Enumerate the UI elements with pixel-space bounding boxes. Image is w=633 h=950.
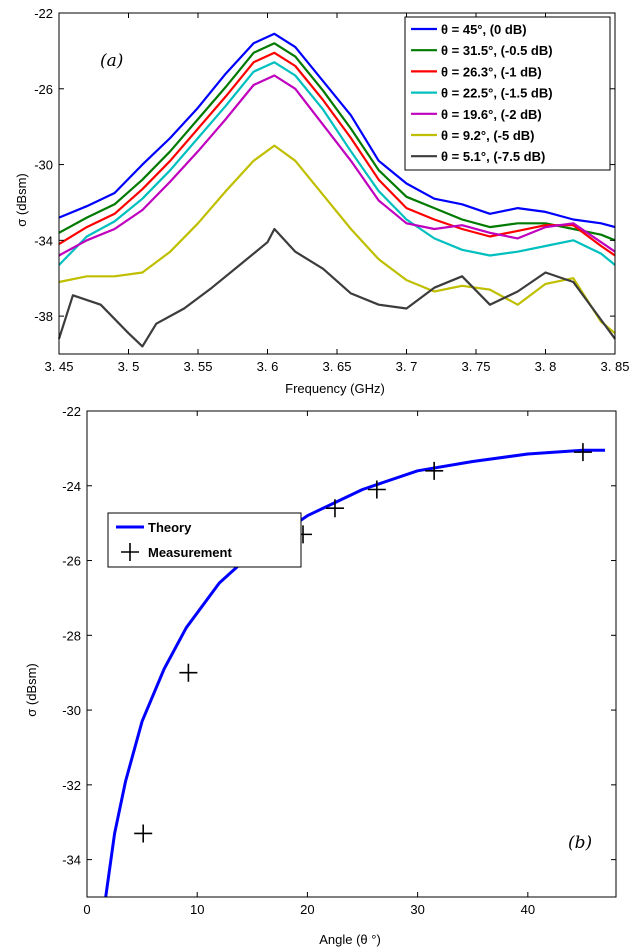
- chart-b-xtick-label-2: 20: [300, 902, 314, 917]
- chart-a-xtick-label-6: 3. 75: [462, 359, 491, 374]
- chart-a-ytick-label-2: -30: [34, 158, 53, 173]
- chart-a-legend-label-1: θ = 31.5°, (-0.5 dB): [441, 43, 553, 58]
- chart-a-legend-label-0: θ = 45°, (0 dB): [441, 22, 527, 37]
- chart-b-panel-label: (b): [568, 833, 592, 853]
- chart-b-ytick-label-4: -30: [62, 703, 81, 718]
- chart-a-series-0-line: [58, 32, 616, 229]
- chart-a-xtick-label-0: 3. 45: [45, 359, 74, 374]
- chart-b-ytick-label-5: -32: [62, 778, 81, 793]
- chart-b-marker-5: [425, 461, 444, 480]
- chart-a-ylabel: σ (dBsm): [14, 173, 29, 227]
- chart-a-panel-label: (a): [100, 51, 123, 71]
- chart-b-marker-1: [179, 663, 198, 682]
- chart-a-series-1-line: [58, 42, 616, 242]
- chart-a-legend: [404, 16, 611, 171]
- chart-a-xtick-label-4: 3. 65: [323, 359, 352, 374]
- chart-b-ytick-label-0: -22: [62, 404, 81, 419]
- chart-b-ytick-label-3: -28: [62, 628, 81, 643]
- chart-b-ylabel: σ (dBsm): [24, 663, 39, 717]
- chart-a-legend-label-5: θ = 9.2°, (-5 dB): [441, 128, 535, 143]
- chart-a-xtick-label-2: 3. 55: [184, 359, 213, 374]
- chart-a-xlabel: Frequency (GHz): [285, 381, 385, 396]
- chart-a-ytick-label-1: -26: [34, 82, 53, 97]
- chart-b-ytick-label-1: -24: [62, 479, 81, 494]
- chart-a-xtick-label-3: 3. 6: [257, 359, 279, 374]
- chart-b-xtick-label-4: 40: [521, 902, 535, 917]
- chart-a-ytick-label-3: -34: [34, 233, 53, 248]
- chart-b-marker-4: [367, 480, 386, 499]
- chart-a-legend-label-3: θ = 22.5°, (-1.5 dB): [441, 86, 553, 101]
- chart-b-xlabel: Angle (θ °): [319, 932, 381, 947]
- chart-a-series-5-line: [58, 144, 616, 335]
- chart-b-legend-label-0: Theory: [148, 520, 192, 535]
- chart-a-xtick-label-1: 3. 5: [118, 359, 140, 374]
- chart-a-ytick-label-0: -22: [34, 6, 53, 21]
- chart-a-legend-label-6: θ = 5.1°, (-7.5 dB): [441, 149, 545, 164]
- chart-b-legend-swatch-1: [121, 543, 139, 561]
- chart-b-axes-box: [86, 410, 617, 898]
- chart-a-series-4-line: [58, 74, 616, 257]
- chart-b-xtick-label-1: 10: [190, 902, 204, 917]
- chart-b-marker-0: [134, 824, 153, 843]
- chart-b-legend: [107, 512, 302, 568]
- chart-a-series-2-line: [58, 51, 616, 257]
- chart-a: σ (dBsm) Frequency (GHz) (a) 3. 45 3. 5 3.…: [14, 6, 629, 396]
- chart-b-marker-3: [325, 499, 344, 518]
- chart-a-series-6-line: [57, 227, 616, 348]
- chart-a-xtick-label-5: 3. 7: [396, 359, 418, 374]
- chart-b-marker-6: [573, 443, 592, 462]
- chart-b-ytick-label-6: -34: [62, 853, 81, 868]
- chart-a-xtick-label-8: 3. 85: [601, 359, 630, 374]
- chart-b: σ (dBsm) Angle (θ °) (b) 0 10 20 30 40 -22 -24…: [24, 404, 617, 947]
- chart-b-xtick-label-3: 30: [410, 902, 424, 917]
- chart-b-ytick-label-2: -26: [62, 554, 81, 569]
- chart-a-legend-label-4: θ = 19.6°, (-2 dB): [441, 107, 542, 122]
- chart-b-xtick-label-0: 0: [83, 902, 90, 917]
- chart-b-legend-label-1: Measurement: [148, 545, 232, 560]
- chart-a-xtick-label-7: 3. 8: [535, 359, 557, 374]
- chart-a-ytick-label-4: -38: [34, 309, 53, 324]
- chart-a-series-3-line: [58, 61, 616, 266]
- chart-a-legend-label-2: θ = 26.3°, (-1 dB): [441, 64, 542, 79]
